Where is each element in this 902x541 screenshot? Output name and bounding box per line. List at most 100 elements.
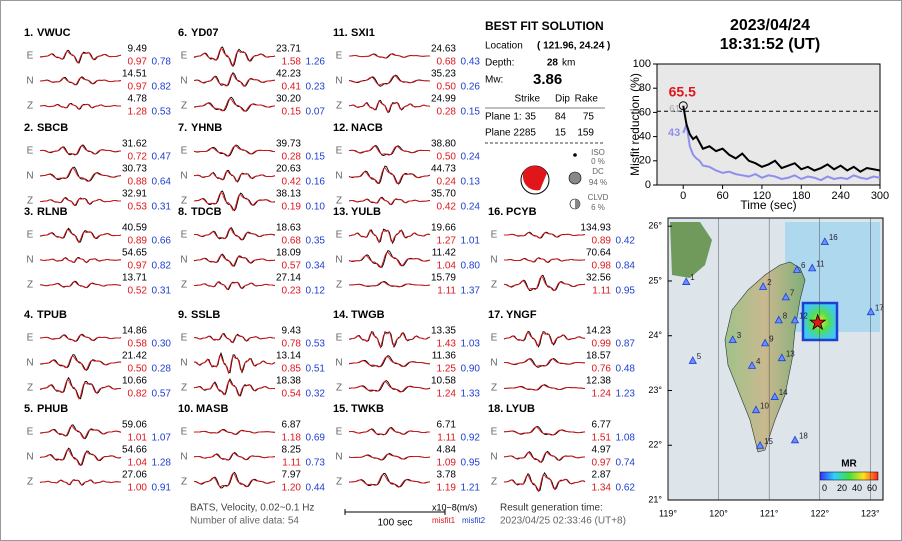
amplitude: 32.91 — [122, 189, 147, 200]
waveform-synthetic — [349, 281, 431, 288]
column-header: Dip — [555, 94, 570, 105]
amplitude: 35.70 — [431, 189, 456, 200]
component-label: DC — [592, 167, 604, 176]
label: Location — [485, 41, 523, 52]
component: E — [491, 333, 498, 344]
misfit2: 0.12 — [306, 286, 326, 297]
amplitude: 35.23 — [431, 69, 456, 80]
station-index: 11. — [333, 27, 348, 39]
misfit1: 1.19 — [437, 483, 457, 494]
amplitude: 27.06 — [122, 470, 147, 481]
waveform-observed — [193, 71, 276, 87]
station-index: 8. — [178, 206, 187, 218]
station-index: 12. — [333, 122, 348, 134]
misfit2: 1.33 — [461, 389, 481, 400]
start-label: 43 — [668, 127, 680, 139]
component: N — [335, 171, 342, 182]
plane-label: Plane 1: — [485, 112, 522, 123]
y-tick-label: 60 — [639, 106, 651, 118]
station-label: 2 — [767, 278, 772, 287]
component: N — [180, 358, 187, 369]
misfit1: 0.19 — [282, 202, 302, 213]
station-name: PHUB — [37, 403, 68, 415]
waveform-synthetic — [194, 333, 275, 343]
station-marker — [770, 392, 779, 400]
lon-label: 121° — [760, 508, 779, 518]
waveform-synthetic — [193, 227, 276, 241]
waveform-observed — [349, 331, 431, 349]
heat-box — [801, 301, 839, 342]
station-name: MASB — [196, 403, 228, 415]
component: E — [27, 333, 34, 344]
misfit2: 0.95 — [461, 458, 481, 469]
station-label: 14 — [779, 388, 788, 397]
waveform-observed — [39, 166, 122, 182]
amplitude: 38.80 — [431, 139, 456, 150]
station-name: NACB — [351, 122, 383, 134]
misfit1: 1.58 — [282, 57, 302, 68]
date: 2023/04/24 — [730, 17, 810, 34]
misfit2: 0.47 — [152, 152, 172, 163]
waveform-synthetic — [39, 355, 122, 371]
waveform-synthetic — [39, 449, 122, 466]
amplitude: 23.71 — [276, 44, 301, 55]
waveform-synthetic — [39, 257, 122, 264]
component: N — [180, 76, 187, 87]
amplitude: 4.78 — [128, 94, 148, 105]
station-index: 9. — [178, 309, 187, 321]
misfit2: 0.32 — [306, 389, 326, 400]
component: N — [26, 76, 33, 87]
amplitude: 18.09 — [276, 248, 301, 259]
station-label: 18 — [799, 431, 808, 440]
waveform-synthetic — [39, 103, 122, 110]
waveform-observed — [193, 351, 276, 374]
station-name: TDCB — [191, 206, 222, 218]
misfit2: 0.13 — [461, 177, 481, 188]
misfit1: 0.88 — [128, 177, 148, 188]
component: N — [26, 452, 33, 463]
x-tick-label: 60 — [716, 190, 728, 202]
misfit-line — [682, 120, 881, 182]
component: E — [336, 333, 343, 344]
component: Z — [181, 101, 187, 112]
amplitude: 14.23 — [586, 326, 611, 337]
waveform-observed — [193, 227, 276, 241]
plane-value: 159 — [577, 128, 594, 139]
misfit1: 1.43 — [437, 339, 457, 350]
misfit1: 0.57 — [282, 261, 302, 272]
component: N — [180, 255, 187, 266]
waveform-observed — [194, 169, 276, 183]
plane-value: 75 — [583, 112, 595, 123]
x-axis-label: Time (sec) — [740, 198, 796, 212]
station-name: YD07 — [191, 27, 219, 39]
amplitude: 18.57 — [586, 351, 611, 362]
amplitude: 13.14 — [276, 351, 301, 362]
waveform-synthetic — [193, 254, 276, 267]
component: E — [491, 427, 498, 438]
misfit1: 0.28 — [282, 152, 302, 163]
amplitude: 8.25 — [282, 445, 302, 456]
misfit1: 0.54 — [282, 389, 302, 400]
misfit1: 1.18 — [282, 433, 302, 444]
result-time: 2023/04/25 02:33:46 (UT+8) — [500, 516, 626, 527]
component: Z — [491, 477, 497, 488]
station-label: 9 — [769, 335, 774, 344]
component-label: CLVD — [588, 193, 609, 202]
threshold-label: 61 — [669, 104, 681, 115]
misfit2: 1.26 — [306, 57, 326, 68]
component: E — [27, 146, 34, 157]
station-index: 6. — [178, 27, 187, 39]
result-label: Result generation time: — [500, 503, 603, 514]
waveform-synthetic — [348, 356, 431, 368]
station-marker — [777, 353, 786, 362]
waveform-observed — [193, 46, 276, 68]
amplitude: 6.71 — [437, 420, 457, 431]
misfit1: 0.42 — [437, 202, 457, 213]
component: Z — [336, 280, 342, 291]
station-marker — [728, 335, 737, 344]
component-value: 6 % — [591, 203, 605, 212]
waveform-synthetic — [504, 384, 585, 391]
misfit1: 0.89 — [128, 236, 148, 247]
misfit1: 1.11 — [592, 286, 611, 297]
station-marker — [790, 435, 800, 444]
